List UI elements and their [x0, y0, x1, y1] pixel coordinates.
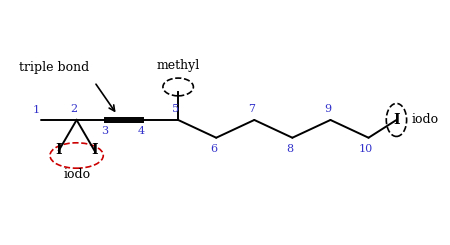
Text: 4: 4	[138, 126, 145, 136]
Text: I: I	[55, 143, 62, 158]
Text: triple bond: triple bond	[19, 61, 89, 74]
Text: methyl: methyl	[157, 59, 200, 72]
Text: 3: 3	[101, 126, 108, 136]
Text: iodo: iodo	[412, 113, 439, 126]
Text: 2: 2	[71, 104, 78, 113]
Text: I: I	[393, 113, 400, 127]
Text: 6: 6	[210, 144, 217, 154]
Text: iodo: iodo	[63, 168, 90, 181]
Text: I: I	[91, 143, 98, 158]
Text: 7: 7	[248, 104, 255, 113]
Text: 9: 9	[324, 104, 332, 113]
Text: 8: 8	[286, 144, 293, 154]
Text: 10: 10	[359, 144, 373, 154]
Text: 5: 5	[172, 104, 179, 113]
Text: 1: 1	[32, 105, 40, 115]
